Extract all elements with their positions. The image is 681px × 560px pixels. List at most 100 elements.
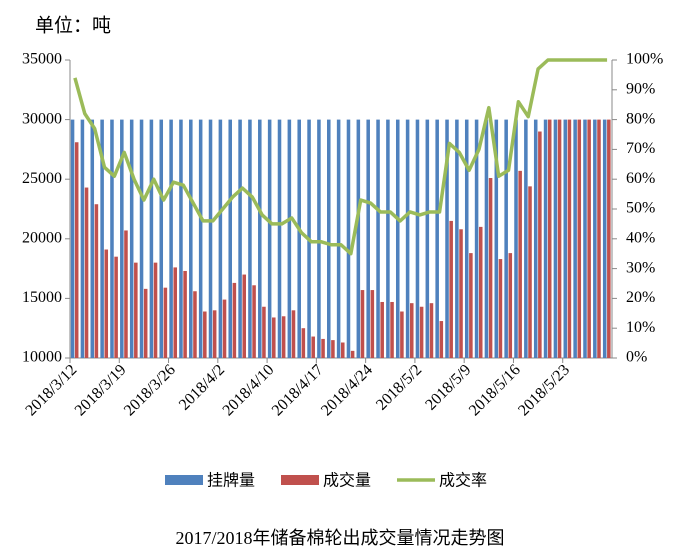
bar bbox=[149, 119, 154, 358]
bar bbox=[478, 226, 483, 358]
bar bbox=[415, 119, 420, 358]
bar bbox=[104, 249, 109, 358]
bar bbox=[232, 282, 237, 358]
bar bbox=[488, 178, 493, 358]
bar bbox=[533, 119, 538, 358]
bar bbox=[356, 119, 361, 358]
bar bbox=[80, 119, 85, 358]
y-tick-label: 35000 bbox=[22, 51, 62, 68]
bar bbox=[341, 342, 345, 358]
bar bbox=[238, 119, 242, 358]
bar bbox=[587, 119, 591, 358]
bar bbox=[90, 119, 95, 358]
x-tick-label: 2018/3/19 bbox=[72, 361, 130, 419]
bar bbox=[400, 311, 404, 358]
y-tick-label: 10000 bbox=[22, 349, 62, 366]
bar bbox=[439, 321, 444, 358]
bar bbox=[212, 310, 217, 358]
bar bbox=[198, 119, 203, 358]
x-tick-label: 2018/5/16 bbox=[466, 361, 524, 419]
bar bbox=[504, 119, 508, 358]
bar bbox=[593, 119, 597, 358]
y-tick-label: 25000 bbox=[22, 170, 62, 187]
bar bbox=[311, 336, 315, 358]
bar bbox=[120, 119, 124, 358]
bar bbox=[291, 310, 296, 358]
y2-tick-label: 20% bbox=[626, 289, 655, 306]
bar bbox=[84, 187, 89, 358]
bar bbox=[597, 119, 601, 358]
bar bbox=[281, 316, 286, 358]
bar bbox=[143, 288, 148, 358]
bar bbox=[297, 119, 301, 358]
bar bbox=[139, 119, 144, 358]
y2-tick-label: 100% bbox=[626, 51, 663, 68]
legend-swatch bbox=[165, 475, 203, 485]
bar bbox=[327, 119, 331, 358]
bar bbox=[563, 119, 568, 358]
bar bbox=[498, 259, 503, 358]
bar bbox=[129, 119, 134, 358]
bar bbox=[218, 119, 223, 358]
line bbox=[73, 58, 608, 256]
bar bbox=[366, 119, 370, 358]
bar bbox=[464, 119, 469, 358]
bar bbox=[469, 253, 473, 358]
y2-tick-label: 90% bbox=[626, 80, 655, 97]
y2-tick-label: 70% bbox=[626, 140, 655, 157]
bar bbox=[94, 204, 99, 358]
y2-tick-label: 40% bbox=[626, 229, 655, 246]
bar bbox=[528, 186, 532, 358]
bar bbox=[203, 311, 207, 358]
bar bbox=[390, 301, 394, 358]
bar bbox=[445, 119, 449, 358]
y-tick-label: 20000 bbox=[22, 229, 62, 246]
bar bbox=[380, 301, 384, 358]
bar bbox=[459, 229, 463, 358]
bar bbox=[514, 119, 518, 358]
bar bbox=[100, 119, 104, 358]
bar bbox=[287, 119, 292, 358]
bar bbox=[583, 119, 587, 358]
bar bbox=[183, 270, 187, 358]
bar bbox=[350, 350, 355, 358]
x-tick-label: 2018/3/26 bbox=[121, 361, 179, 419]
bar bbox=[602, 119, 607, 358]
bar bbox=[124, 230, 128, 358]
bar bbox=[301, 328, 306, 358]
bar bbox=[173, 267, 178, 358]
bar bbox=[567, 119, 572, 358]
bar bbox=[114, 256, 118, 358]
bar bbox=[74, 142, 79, 358]
bar bbox=[360, 290, 365, 358]
legend-label: 成交量 bbox=[323, 471, 371, 490]
bar bbox=[538, 131, 542, 358]
bar bbox=[577, 119, 582, 358]
bar bbox=[189, 119, 193, 358]
bar bbox=[547, 119, 552, 358]
bar bbox=[242, 274, 246, 358]
bar bbox=[317, 119, 321, 358]
bar bbox=[252, 285, 256, 358]
x-tick-label: 2018/3/12 bbox=[22, 361, 80, 419]
bar bbox=[258, 119, 262, 358]
bar bbox=[262, 306, 266, 358]
x-tick-label: 2018/5/23 bbox=[515, 361, 573, 419]
legend-label: 挂牌量 bbox=[207, 471, 255, 490]
unit-label: 单位：吨 bbox=[35, 15, 111, 37]
bar bbox=[409, 303, 414, 358]
bar bbox=[321, 338, 325, 358]
legend-label: 成交率 bbox=[439, 471, 487, 490]
bar bbox=[134, 262, 138, 358]
y2-tick-label: 0% bbox=[626, 349, 647, 366]
bar bbox=[449, 220, 453, 358]
bar bbox=[163, 287, 168, 358]
y-tick-label: 30000 bbox=[22, 110, 62, 127]
legend-swatch bbox=[281, 475, 319, 485]
bar bbox=[179, 119, 183, 358]
y2-tick-label: 60% bbox=[626, 170, 655, 187]
bar bbox=[222, 299, 227, 358]
bar bbox=[524, 119, 528, 358]
x-tick-label: 2018/4/10 bbox=[220, 361, 278, 419]
bar bbox=[159, 119, 164, 358]
